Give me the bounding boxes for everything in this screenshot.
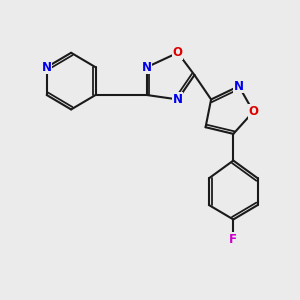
Text: O: O: [173, 46, 183, 59]
Text: N: N: [173, 93, 183, 106]
Text: N: N: [234, 80, 244, 93]
Text: F: F: [229, 233, 237, 246]
Text: N: N: [142, 61, 152, 74]
Text: N: N: [42, 61, 52, 74]
Text: O: O: [248, 105, 258, 118]
